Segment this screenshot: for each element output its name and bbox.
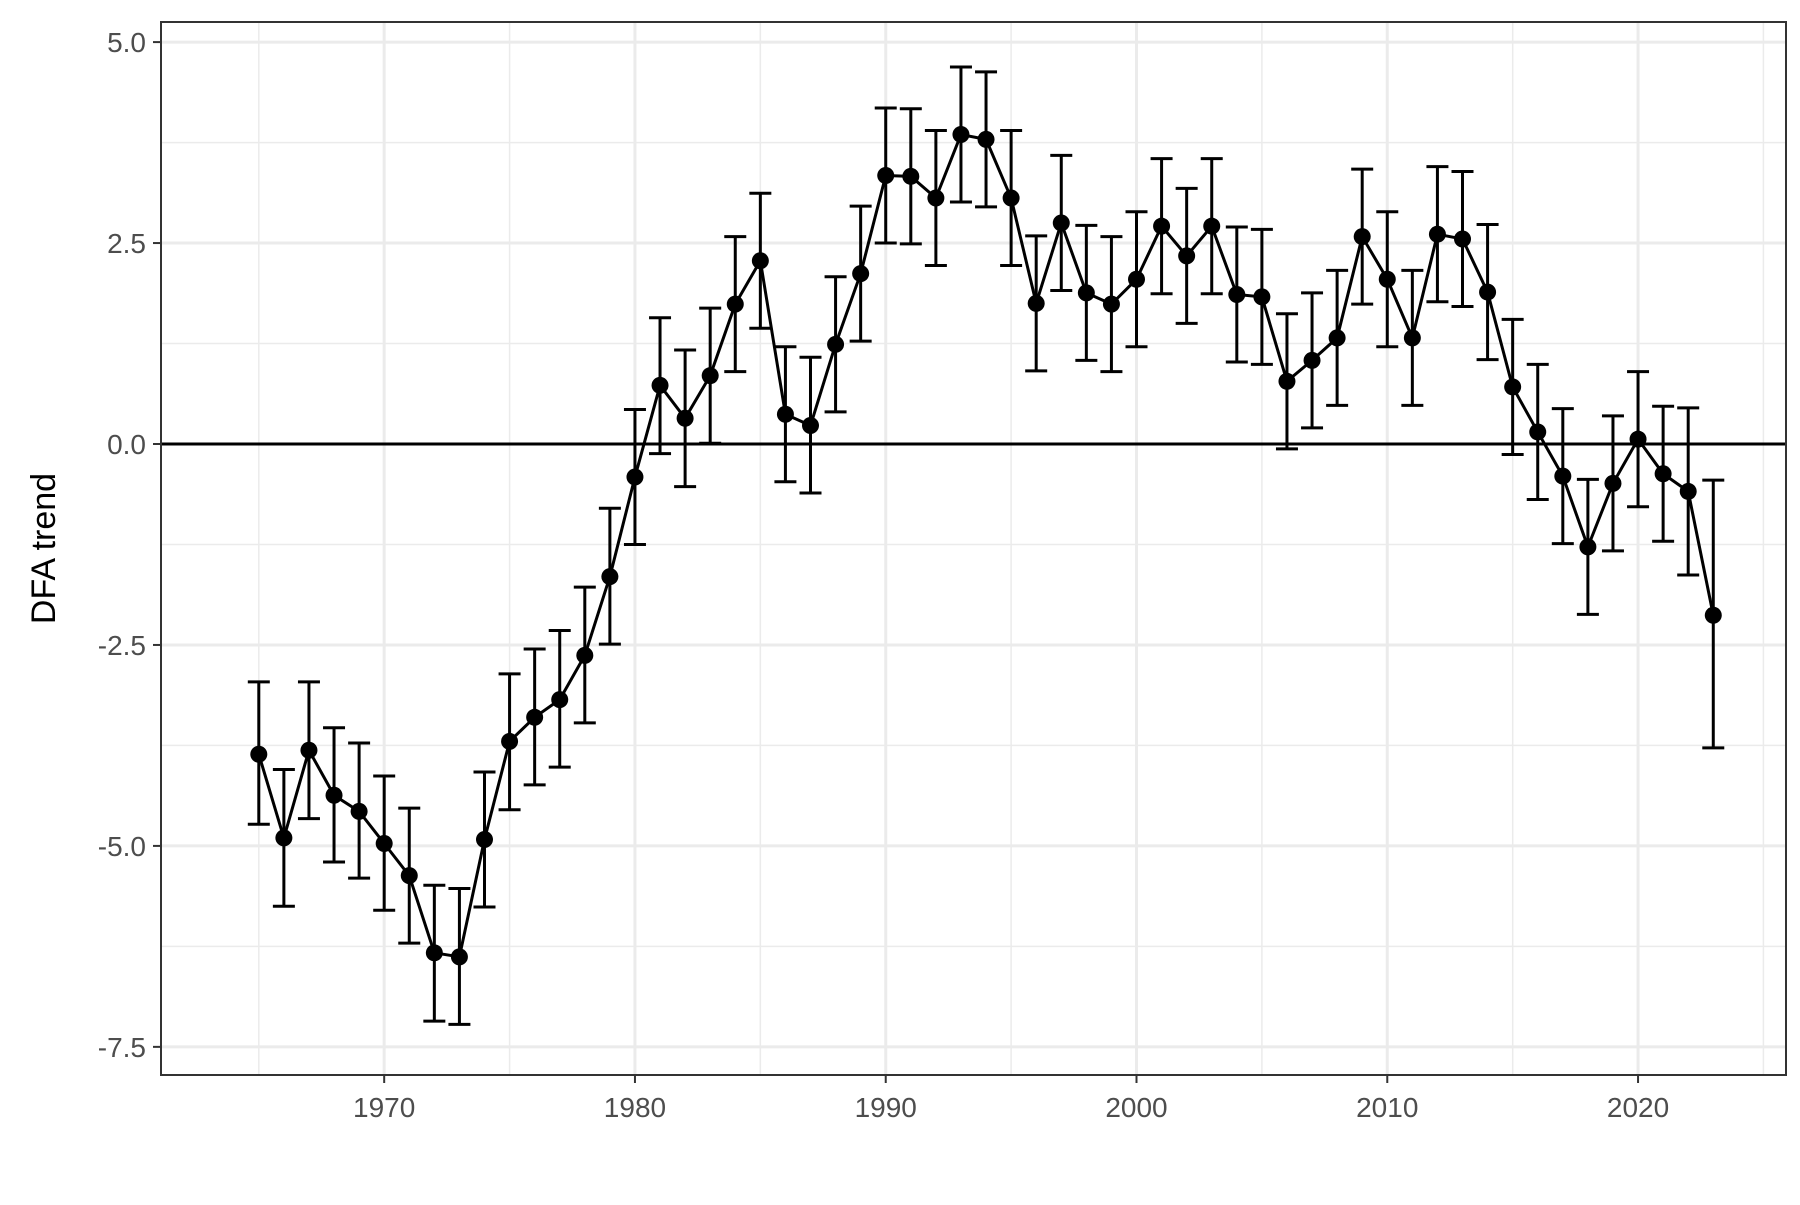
data-point: [1529, 423, 1547, 441]
x-tick-label: 2010: [1356, 1092, 1418, 1123]
y-tick-label: 5.0: [107, 27, 146, 58]
data-point: [1579, 538, 1597, 556]
minor-gridlines: [161, 22, 1786, 1075]
data-point: [501, 732, 519, 750]
y-axis: 5.0 2.5 0.0 -2.5 -5.0 -7.5: [98, 27, 161, 1063]
x-tick-label: 1970: [353, 1092, 415, 1123]
data-point: [801, 417, 819, 435]
data-point: [1002, 189, 1020, 207]
data-point: [450, 948, 468, 966]
x-tick-label: 1980: [604, 1092, 666, 1123]
data-point: [551, 691, 569, 709]
data-point: [275, 829, 293, 847]
data-point: [1253, 288, 1271, 306]
data-point: [425, 944, 443, 962]
data-point: [1027, 294, 1045, 312]
y-tick-label: -2.5: [98, 630, 146, 661]
data-point: [1353, 228, 1371, 246]
x-tick-label: 2020: [1607, 1092, 1669, 1123]
y-tick-label: 0.0: [107, 429, 146, 460]
data-point: [1378, 270, 1396, 288]
data-point: [927, 189, 945, 207]
data-point: [626, 468, 644, 486]
data-point: [1278, 372, 1296, 390]
data-point: [1153, 217, 1171, 235]
x-tick-label: 1990: [855, 1092, 917, 1123]
data-point: [977, 130, 995, 148]
data-point: [726, 295, 744, 313]
data-point: [1328, 329, 1346, 347]
data-point: [1128, 270, 1146, 288]
data-point: [1679, 482, 1697, 500]
y-tick-label: -7.5: [98, 1032, 146, 1063]
data-point: [1077, 284, 1095, 302]
data-point: [1504, 378, 1522, 396]
data-point: [300, 741, 318, 759]
data-point: [1479, 283, 1497, 301]
data-point: [250, 745, 268, 763]
data-point: [1228, 285, 1246, 303]
data-point: [827, 335, 845, 353]
data-point: [1428, 225, 1446, 243]
y-tick-label: -5.0: [98, 831, 146, 862]
data-point: [852, 265, 870, 283]
data-point: [375, 835, 393, 853]
data-point: [475, 830, 493, 848]
data-points: [250, 126, 1722, 966]
data-point: [1052, 214, 1070, 232]
data-point: [902, 167, 920, 185]
data-point: [1654, 465, 1672, 483]
error-bars: [247, 65, 1725, 1026]
data-point: [1303, 351, 1321, 369]
data-point: [1102, 295, 1120, 313]
data-point: [676, 409, 694, 427]
data-point: [1629, 430, 1647, 448]
data-point: [526, 708, 544, 726]
data-point: [1454, 230, 1472, 248]
data-point: [877, 167, 895, 185]
major-gridlines: [161, 22, 1786, 1075]
data-point: [325, 786, 343, 804]
data-point: [576, 646, 594, 664]
data-point: [651, 376, 669, 394]
data-point: [1604, 474, 1622, 492]
panel-border: [160, 21, 1787, 1076]
data-point: [1704, 606, 1722, 624]
y-tick-label: 2.5: [107, 228, 146, 259]
trend-line: [257, 132, 1715, 959]
data-point: [400, 867, 418, 885]
y-axis-title: DFA trend: [25, 473, 63, 624]
data-point: [1554, 467, 1572, 485]
data-point: [1203, 217, 1221, 235]
data-point: [350, 802, 368, 820]
data-point: [751, 252, 769, 270]
x-axis: 1970 1980 1990 2000 2010 2020: [353, 1075, 1669, 1123]
data-point: [701, 367, 719, 385]
data-point: [952, 126, 970, 144]
data-point: [1178, 247, 1196, 265]
data-point: [1403, 329, 1421, 347]
data-point: [776, 405, 794, 423]
x-tick-label: 2000: [1105, 1092, 1167, 1123]
data-point: [601, 568, 619, 586]
